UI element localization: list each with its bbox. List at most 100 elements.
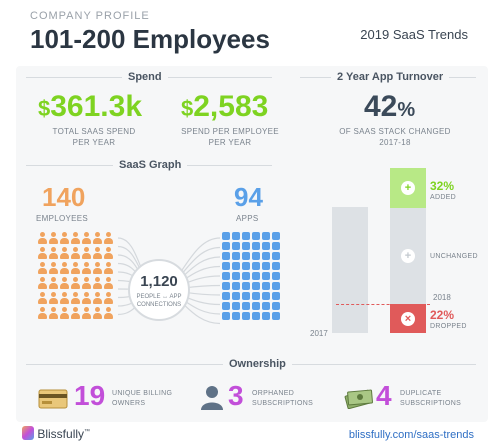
added-percent: 32%	[430, 179, 455, 193]
app-icon	[222, 242, 230, 250]
connections-caption-line2: CONNECTIONS	[136, 302, 182, 308]
app-icon	[272, 272, 280, 280]
year-2018-label: 2018	[433, 293, 451, 302]
turnover-percent: 42%	[364, 90, 415, 124]
employee-icon	[38, 307, 47, 319]
employee-icon	[82, 232, 91, 244]
app-icon	[262, 242, 270, 250]
spend-per-employee-symbol: $	[181, 96, 194, 121]
spend-per-employee-caption-line2: PER YEAR	[208, 138, 252, 147]
billing-owners-caption-line2: OWNERS	[112, 400, 146, 407]
total-spend-value: $361.3k	[38, 90, 142, 124]
turnover-caption-line2: 2017-18	[379, 138, 411, 147]
employee-icon	[49, 292, 58, 304]
unchanged-label: UNCHANGED	[430, 253, 478, 260]
employee-icon	[104, 232, 113, 244]
app-icon	[252, 272, 260, 280]
total-spend-symbol: $	[38, 96, 51, 121]
employee-icon	[82, 262, 91, 274]
saas-graph-section-title: SaaS Graph	[113, 159, 188, 171]
duplicate-caption-line1: DUPLICATE	[400, 390, 442, 397]
app-icon	[262, 312, 270, 320]
employee-icon	[93, 277, 102, 289]
app-icon	[222, 252, 230, 260]
connections-caption-line1: PEOPLE ↔ APP	[136, 294, 182, 300]
duplicate-count: 4	[376, 380, 392, 411]
app-icon	[222, 302, 230, 310]
app-icon	[242, 262, 250, 270]
app-icon	[232, 262, 240, 270]
added-label: ADDED	[430, 194, 457, 201]
company-profile-label: COMPANY PROFILE	[30, 10, 150, 22]
employee-icon	[60, 262, 69, 274]
plus-icon-unchanged: +	[401, 249, 415, 263]
app-icon	[262, 292, 270, 300]
app-icon	[252, 302, 260, 310]
header: COMPANY PROFILE 101-200 Employees 2019 S…	[0, 0, 500, 64]
app-icon	[242, 312, 250, 320]
employee-icon	[38, 262, 47, 274]
billing-owners-caption-line1: UNIQUE BILLING	[112, 390, 173, 397]
turnover-caption-line1: OF SAAS STACK CHANGED	[339, 127, 451, 136]
app-icon	[262, 282, 270, 290]
employee-icon	[93, 307, 102, 319]
app-icon	[252, 292, 260, 300]
app-icon	[272, 292, 280, 300]
saas-trends-link[interactable]: blissfully.com/saas-trends	[348, 429, 474, 441]
employee-icon	[93, 292, 102, 304]
connections-count: 1,120	[140, 273, 178, 290]
brand-name: Blissfully	[37, 427, 85, 441]
app-icon	[262, 252, 270, 260]
orphaned-caption: ORPHANED SUBSCRIPTIONS	[252, 389, 313, 409]
employee-icon	[60, 277, 69, 289]
app-icon	[232, 232, 240, 240]
employee-icon	[38, 247, 47, 259]
employees-label: EMPLOYEES	[36, 214, 89, 223]
page-title: 101-200 Employees	[30, 24, 270, 54]
employee-icon	[49, 277, 58, 289]
employee-icon	[38, 277, 47, 289]
spend-per-employee-caption: SPEND PER EMPLOYEE PER YEAR	[170, 126, 290, 148]
total-spend-caption-line2: PER YEAR	[72, 138, 116, 147]
employee-icon	[82, 307, 91, 319]
employee-icon	[82, 277, 91, 289]
app-icon	[222, 262, 230, 270]
app-icon	[262, 232, 270, 240]
app-icon	[242, 252, 250, 260]
app-icon	[232, 272, 240, 280]
employees-count: 140	[42, 182, 86, 212]
billing-owners-count: 19	[74, 380, 106, 411]
total-spend-caption: TOTAL SAAS SPEND PER YEAR	[36, 126, 152, 148]
app-icon	[252, 262, 260, 270]
credit-card-icon	[38, 389, 68, 409]
employee-icon	[104, 262, 113, 274]
app-icon	[272, 232, 280, 240]
employee-icon	[71, 277, 80, 289]
app-icon	[222, 282, 230, 290]
app-icon	[272, 242, 280, 250]
app-icon	[242, 232, 250, 240]
blissfully-logo[interactable]: Blissfully™	[22, 426, 90, 441]
app-icon	[252, 242, 260, 250]
employee-icon	[60, 307, 69, 319]
app-icon	[252, 232, 260, 240]
employee-icon	[60, 247, 69, 259]
spend-per-employee-value: $2,583	[181, 90, 268, 124]
employee-icon	[49, 307, 58, 319]
dropped-label: DROPPED	[430, 323, 467, 330]
employee-icon	[104, 307, 113, 319]
app-icon	[242, 282, 250, 290]
app-icon	[252, 312, 260, 320]
employee-icon	[60, 232, 69, 244]
app-icon	[252, 252, 260, 260]
employee-icon	[38, 232, 47, 244]
spend-per-employee-number: 2,583	[193, 90, 269, 123]
app-icon	[232, 252, 240, 260]
trademark-mark: ™	[84, 429, 91, 435]
app-icon	[232, 282, 240, 290]
duplicate-caption-line2: SUBSCRIPTIONS	[400, 400, 462, 407]
blissfully-logo-icon	[22, 426, 34, 440]
employee-icon	[104, 292, 113, 304]
bar-2017	[332, 207, 368, 333]
app-icon	[242, 242, 250, 250]
